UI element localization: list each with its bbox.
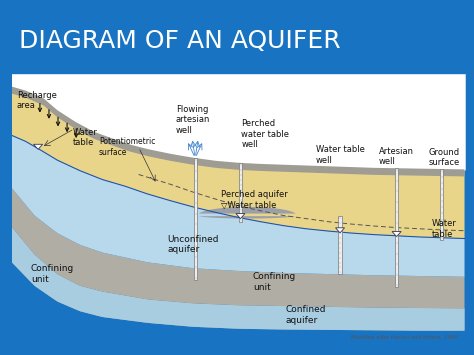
- Text: Modified after Harian and others, 1989: Modified after Harian and others, 1989: [351, 335, 458, 340]
- Text: Water
table: Water table: [73, 127, 98, 147]
- Polygon shape: [12, 135, 465, 277]
- Text: Water table
well: Water table well: [316, 145, 365, 165]
- Bar: [239, 163, 242, 222]
- Bar: [193, 158, 197, 280]
- Text: Ground
surface: Ground surface: [428, 148, 460, 167]
- Bar: [440, 169, 444, 240]
- Text: Water
table: Water table: [432, 219, 456, 239]
- Text: Unconfined
aquifer: Unconfined aquifer: [167, 235, 219, 255]
- Polygon shape: [392, 231, 401, 236]
- Text: Confining
unit: Confining unit: [31, 264, 74, 284]
- Polygon shape: [12, 87, 465, 239]
- Polygon shape: [236, 213, 245, 219]
- Polygon shape: [34, 144, 43, 149]
- Polygon shape: [336, 228, 345, 233]
- Polygon shape: [12, 227, 465, 331]
- Text: Perched aquifer
▽Water table: Perched aquifer ▽Water table: [221, 190, 287, 209]
- Text: DIAGRAM OF AN AQUIFER: DIAGRAM OF AN AQUIFER: [19, 29, 341, 53]
- Bar: [395, 168, 398, 287]
- Text: Confined
aquifer: Confined aquifer: [286, 305, 326, 325]
- Polygon shape: [12, 227, 465, 331]
- Text: Flowing
artesian
well: Flowing artesian well: [176, 105, 210, 135]
- Text: Recharge
area: Recharge area: [17, 91, 57, 110]
- Polygon shape: [12, 188, 465, 308]
- Bar: [338, 217, 342, 274]
- Text: Potentiometric
surface: Potentiometric surface: [99, 137, 155, 157]
- Text: Artesian
well: Artesian well: [379, 147, 414, 166]
- Polygon shape: [12, 87, 465, 176]
- Text: Confining
unit: Confining unit: [253, 272, 296, 291]
- Text: Perched
water table
well: Perched water table well: [241, 119, 289, 149]
